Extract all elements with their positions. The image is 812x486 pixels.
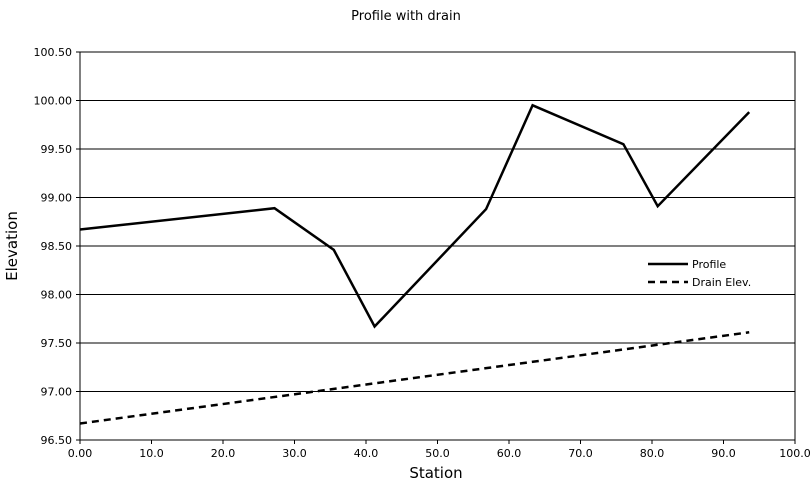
y-tick-label: 98.50 <box>41 240 73 253</box>
chart-title: Profile with drain <box>351 9 461 24</box>
legend-label-0: Profile <box>692 258 726 271</box>
y-tick-label: 97.50 <box>41 337 73 350</box>
x-tick-label: 10.0 <box>139 447 164 460</box>
legend-label-1: Drain Elev. <box>692 276 751 289</box>
y-tick-label: 99.00 <box>41 192 73 205</box>
series-line-0 <box>79 103 751 329</box>
y-axis-label: Elevation <box>3 211 21 281</box>
series-line-1 <box>79 331 750 425</box>
x-axis-label: Station <box>409 464 462 482</box>
x-tick-label: 100.0 <box>779 447 811 460</box>
x-tick-label: 80.0 <box>640 447 665 460</box>
y-tick-label: 96.50 <box>41 434 73 447</box>
x-tick-label: 0.00 <box>68 447 93 460</box>
y-tick-label: 100.50 <box>34 46 73 59</box>
gridlines <box>76 51 796 444</box>
plot-area <box>79 51 796 441</box>
x-tick-labels: 0.00 10.0 20.0 30.0 40.0 50.0 60.0 70.0 80.0 90.0… <box>68 447 811 460</box>
y-tick-label: 100.00 <box>34 95 73 108</box>
x-tick-label: 90.0 <box>711 447 736 460</box>
x-tick-label: 30.0 <box>282 447 307 460</box>
y-tick-label: 98.00 <box>41 289 73 302</box>
y-tick-labels: 96.50 97.00 97.50 98.00 98.50 99.00 99.50 100.0… <box>34 46 73 447</box>
y-tick-label: 99.50 <box>41 143 73 156</box>
x-tick-label: 70.0 <box>568 447 593 460</box>
legend: Profile Drain Elev. <box>648 258 751 289</box>
x-tick-label: 20.0 <box>211 447 236 460</box>
x-tick-label: 50.0 <box>425 447 450 460</box>
y-tick-label: 97.00 <box>41 386 73 399</box>
x-tick-label: 60.0 <box>497 447 522 460</box>
x-tick-label: 40.0 <box>354 447 379 460</box>
series-lines <box>79 103 751 425</box>
